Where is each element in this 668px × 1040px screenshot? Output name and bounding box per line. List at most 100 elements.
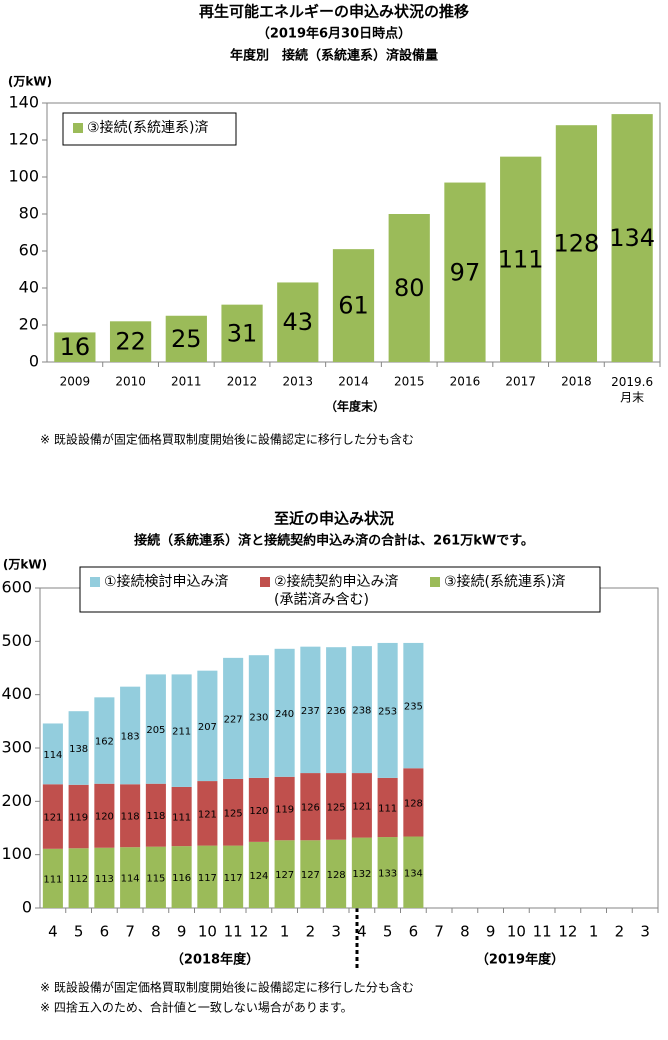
bar xyxy=(300,840,321,908)
x-tick-label: 4 xyxy=(357,923,367,941)
chart-subtitle: （2019年6月30日時点） xyxy=(257,26,411,42)
bar xyxy=(145,846,166,908)
bar xyxy=(377,777,398,838)
data-label: 16 xyxy=(60,333,91,361)
data-label: 118 xyxy=(146,811,165,822)
data-label: 237 xyxy=(301,706,320,717)
bar xyxy=(68,784,89,849)
bar xyxy=(377,642,398,778)
bar xyxy=(94,847,115,908)
y-tick-label: 300 xyxy=(1,738,32,757)
legend-swatch xyxy=(73,123,83,133)
data-label: 113 xyxy=(95,874,114,885)
data-label: 114 xyxy=(43,750,62,761)
data-label: 116 xyxy=(172,873,191,884)
bar xyxy=(94,697,115,784)
data-label: 128 xyxy=(327,870,346,881)
data-label: 127 xyxy=(275,870,294,881)
footnote: ※ 既設設備が固定価格買取制度開始後に設備認定に移行した分も含む xyxy=(40,980,414,995)
bar xyxy=(277,282,319,362)
bar xyxy=(223,778,244,846)
x-tick-label: 6 xyxy=(409,923,419,941)
data-label: 111 xyxy=(498,245,544,273)
x-tick-label: 4 xyxy=(48,923,58,941)
y-tick-label: 60 xyxy=(19,241,39,260)
x-tick-label: 1 xyxy=(280,923,290,941)
x-tick-label: 3 xyxy=(640,923,650,941)
data-label: 227 xyxy=(224,714,243,725)
data-label: 205 xyxy=(146,725,165,736)
data-label: 117 xyxy=(224,873,243,884)
data-label: 117 xyxy=(198,873,217,884)
legend-swatch xyxy=(430,577,440,587)
bar xyxy=(42,848,63,908)
bar xyxy=(120,686,141,785)
y-tick-label: 0 xyxy=(22,898,32,917)
x-tick-label: 2 xyxy=(306,923,316,941)
chart-title: 至近の申込み状況 xyxy=(274,510,394,528)
data-label: 115 xyxy=(146,873,165,884)
bar xyxy=(221,304,263,362)
y-tick-label: 20 xyxy=(19,315,39,334)
data-label: 80 xyxy=(394,274,425,302)
bar xyxy=(444,182,486,362)
chart-title: 再生可能エネルギーの申込み状況の推移 xyxy=(199,3,469,21)
data-label: 132 xyxy=(352,869,371,880)
bar xyxy=(223,657,244,779)
legend-label: ③接続(系統連系)済 xyxy=(87,119,208,136)
bar xyxy=(274,648,295,777)
footnote: ※ 四捨五入のため、合計値と一致しない場合があります。 xyxy=(40,1000,353,1015)
bar xyxy=(171,786,192,847)
x-tick-label: 5 xyxy=(383,923,393,941)
bar xyxy=(197,845,218,908)
data-label: 125 xyxy=(224,808,243,819)
bar xyxy=(248,655,269,778)
x-tick-label: 1 xyxy=(589,923,599,941)
data-label: 43 xyxy=(282,308,313,336)
chart-subtitle: 接続（系統連系）済と接続契約申込み済の合計は、261万kWです。 xyxy=(134,533,534,549)
x-tick-label: 12 xyxy=(558,923,577,941)
bar xyxy=(351,773,372,838)
x-tick-label: 2010 xyxy=(115,375,146,389)
data-label: 235 xyxy=(404,702,423,713)
bar xyxy=(248,777,269,842)
legend-label: ②接続契約申込み済(承諾済み含む) xyxy=(274,573,399,608)
x-axis-label: （年度末） xyxy=(325,399,385,414)
bar xyxy=(274,840,295,908)
x-tick-label: 2011 xyxy=(171,375,202,389)
data-label: 118 xyxy=(121,812,140,823)
data-label: 162 xyxy=(95,737,114,748)
x-tick-label: 5 xyxy=(74,923,84,941)
x-tick-label: 2016 xyxy=(450,375,481,389)
x-tick-label: 10 xyxy=(507,923,526,941)
x-tick-label: 6 xyxy=(100,923,110,941)
x-tick-label: 2017 xyxy=(505,375,536,389)
data-label: 128 xyxy=(404,798,423,809)
x-tick-label: 9 xyxy=(486,923,496,941)
data-label: 238 xyxy=(352,706,371,717)
legend-label: ①接続検討申込み済 xyxy=(104,573,229,590)
y-axis-label: (万kW) xyxy=(3,558,47,572)
data-label: 127 xyxy=(301,870,320,881)
footnote: ※ 既設設備が固定価格買取制度開始後に設備認定に移行した分も含む xyxy=(40,432,414,447)
y-axis-label: (万kW) xyxy=(8,75,52,89)
data-label: 114 xyxy=(121,874,140,885)
x-tick-label: 11 xyxy=(533,923,552,941)
x-tick-label: 2009 xyxy=(60,375,91,389)
bar xyxy=(326,773,347,840)
x-tick-label: 7 xyxy=(125,923,135,941)
bar xyxy=(42,723,63,785)
data-label: 138 xyxy=(69,744,88,755)
bar xyxy=(165,315,207,362)
data-label: 253 xyxy=(378,706,397,717)
data-label: 230 xyxy=(249,713,268,724)
y-tick-label: 600 xyxy=(1,578,32,597)
data-label: 240 xyxy=(275,709,294,720)
bar xyxy=(555,125,598,362)
data-label: 124 xyxy=(249,871,268,882)
bar xyxy=(300,646,321,774)
bar xyxy=(403,768,424,837)
data-label: 111 xyxy=(43,874,62,885)
y-tick-label: 40 xyxy=(19,278,39,297)
